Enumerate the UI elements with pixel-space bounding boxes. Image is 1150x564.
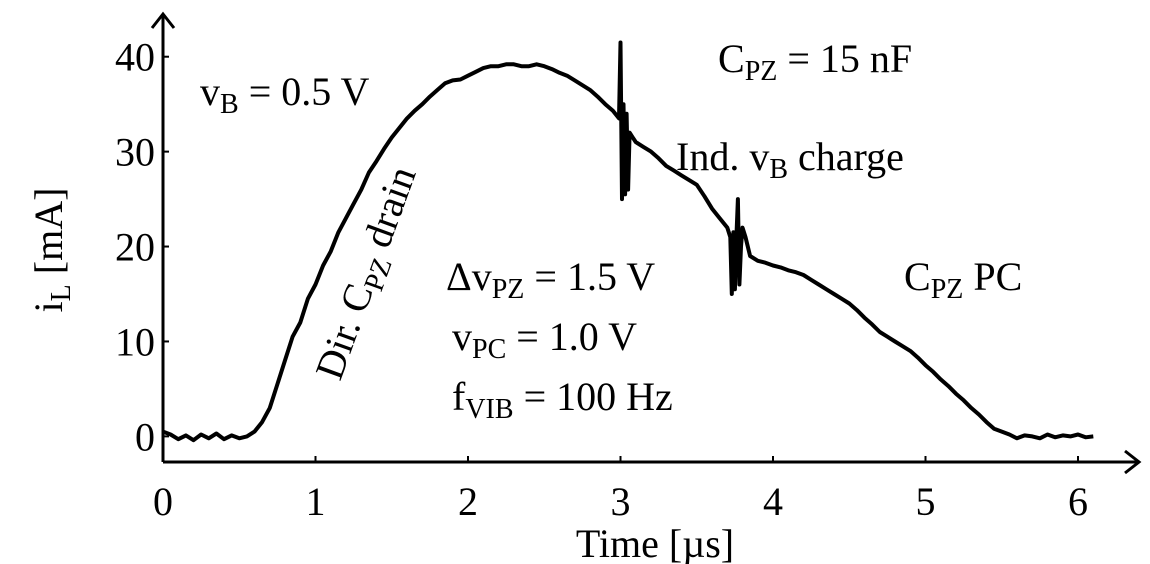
text-part: C bbox=[904, 254, 931, 299]
subscript: VIB bbox=[465, 394, 513, 425]
x-tick-label: 0 bbox=[153, 479, 173, 524]
annotation: Dir. CPZ drain bbox=[306, 160, 430, 387]
x-tick-label: 2 bbox=[458, 479, 478, 524]
annotation: CPZ PC bbox=[904, 254, 1022, 305]
text-part: f bbox=[452, 374, 466, 419]
text-part: Dir. C bbox=[306, 278, 382, 385]
subscript: B bbox=[220, 89, 239, 120]
y-tick-label: 30 bbox=[115, 130, 155, 175]
x-tick-label: 6 bbox=[1068, 479, 1088, 524]
y-tick-label: 20 bbox=[115, 225, 155, 270]
x-axis-label: Time [µs] bbox=[576, 521, 734, 564]
annotation: fVIB = 100 Hz bbox=[452, 374, 673, 425]
text-part: charge bbox=[788, 134, 904, 179]
annotation: ΔvPZ = 1.5 V bbox=[446, 254, 655, 305]
text-part: v bbox=[200, 69, 220, 114]
x-tick-label: 4 bbox=[763, 479, 783, 524]
subscript: B bbox=[769, 154, 788, 185]
text-part: = 1.5 V bbox=[524, 254, 655, 299]
text-part: = 100 Hz bbox=[514, 374, 673, 419]
text-part: Ind. v bbox=[676, 134, 769, 179]
y-tick-label: 0 bbox=[135, 414, 155, 459]
annotation: Ind. vB charge bbox=[676, 134, 904, 185]
subscript: PZ bbox=[745, 56, 778, 87]
text-part: [mA] bbox=[26, 188, 71, 285]
subscript: PZ bbox=[931, 274, 964, 305]
x-axis-arrow bbox=[1124, 449, 1142, 475]
text-part: drain bbox=[351, 160, 425, 262]
text-part: C bbox=[718, 36, 745, 81]
text-part: = 15 nF bbox=[777, 36, 912, 81]
text-part: v bbox=[452, 314, 472, 359]
y-axis-label: iL [mA] bbox=[26, 188, 77, 313]
text-part: i bbox=[26, 301, 71, 312]
y-tick-label: 10 bbox=[115, 319, 155, 364]
x-tick-label: 1 bbox=[306, 479, 326, 524]
y-axis-arrow bbox=[150, 11, 176, 29]
x-tick-label: 5 bbox=[916, 479, 936, 524]
text-part: Δv bbox=[446, 254, 492, 299]
annotation: vB = 0.5 V bbox=[200, 69, 370, 120]
text-part: = 0.5 V bbox=[239, 69, 370, 114]
annotation: vPC = 1.0 V bbox=[452, 314, 637, 365]
data-line bbox=[162, 40, 1094, 443]
annotation: CPZ = 15 nF bbox=[718, 36, 912, 87]
subscript: L bbox=[46, 284, 77, 301]
subscript: PZ bbox=[492, 274, 525, 305]
y-tick-label: 40 bbox=[115, 35, 155, 80]
subscript: PC bbox=[472, 334, 506, 365]
x-tick-label: 3 bbox=[611, 479, 631, 524]
text-part: PC bbox=[963, 254, 1022, 299]
text-part: = 1.0 V bbox=[506, 314, 637, 359]
